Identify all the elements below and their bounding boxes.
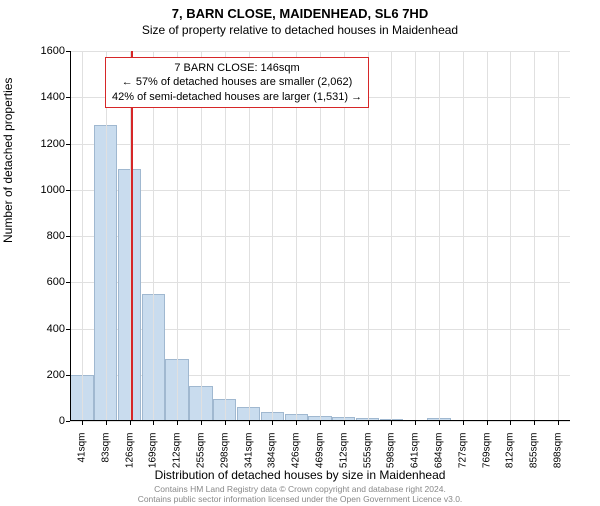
ytick-label: 800	[25, 230, 65, 242]
grid-line-vertical	[510, 51, 511, 421]
footer-text: Contains HM Land Registry data © Crown c…	[0, 484, 600, 504]
xtick-mark	[415, 421, 416, 425]
ytick-mark	[66, 97, 70, 98]
xtick-label: 41sqm	[76, 433, 87, 483]
xtick-label: 555sqm	[362, 433, 373, 483]
xtick-label: 898sqm	[553, 433, 564, 483]
ytick-label: 1000	[25, 184, 65, 196]
ytick-label: 200	[25, 369, 65, 381]
xtick-label: 769sqm	[481, 433, 492, 483]
grid-line-vertical	[439, 51, 440, 421]
xtick-mark	[391, 421, 392, 425]
annotation-box: 7 BARN CLOSE: 146sqm ← 57% of detached h…	[105, 57, 369, 108]
xtick-mark	[106, 421, 107, 425]
xtick-mark	[487, 421, 488, 425]
xtick-label: 469sqm	[315, 433, 326, 483]
grid-line-vertical	[391, 51, 392, 421]
footer-line1: Contains HM Land Registry data © Crown c…	[0, 484, 600, 494]
ytick-mark	[66, 421, 70, 422]
ytick-mark	[66, 51, 70, 52]
ytick-mark	[66, 190, 70, 191]
annotation-line2: ← 57% of detached houses are smaller (2,…	[112, 75, 362, 89]
ytick-mark	[66, 282, 70, 283]
xtick-label: 684sqm	[434, 433, 445, 483]
xtick-label: 83sqm	[100, 433, 111, 483]
y-axis-label: Number of detached properties	[1, 78, 15, 243]
grid-line-vertical	[415, 51, 416, 421]
xtick-label: 641sqm	[410, 433, 421, 483]
xtick-mark	[82, 421, 83, 425]
xtick-mark	[130, 421, 131, 425]
xtick-mark	[296, 421, 297, 425]
ytick-label: 600	[25, 276, 65, 288]
xtick-mark	[344, 421, 345, 425]
xtick-mark	[177, 421, 178, 425]
xtick-mark	[439, 421, 440, 425]
xtick-label: 812sqm	[505, 433, 516, 483]
xtick-label: 598sqm	[386, 433, 397, 483]
grid-line-vertical	[82, 51, 83, 421]
xtick-label: 255sqm	[195, 433, 206, 483]
xtick-label: 169sqm	[148, 433, 159, 483]
xtick-mark	[463, 421, 464, 425]
page-subtitle: Size of property relative to detached ho…	[0, 23, 600, 37]
ytick-mark	[66, 236, 70, 237]
xtick-label: 298sqm	[219, 433, 230, 483]
ytick-mark	[66, 329, 70, 330]
xtick-label: 426sqm	[291, 433, 302, 483]
xtick-label: 512sqm	[338, 433, 349, 483]
xtick-mark	[249, 421, 250, 425]
ytick-mark	[66, 375, 70, 376]
xtick-mark	[201, 421, 202, 425]
grid-line-vertical	[487, 51, 488, 421]
xtick-mark	[534, 421, 535, 425]
grid-line-vertical	[558, 51, 559, 421]
xtick-mark	[368, 421, 369, 425]
xtick-mark	[272, 421, 273, 425]
ytick-label: 400	[25, 323, 65, 335]
xtick-label: 126sqm	[124, 433, 135, 483]
xtick-label: 727sqm	[457, 433, 468, 483]
annotation-line1: 7 BARN CLOSE: 146sqm	[112, 61, 362, 75]
ytick-mark	[66, 144, 70, 145]
xtick-mark	[225, 421, 226, 425]
xtick-mark	[320, 421, 321, 425]
xtick-mark	[558, 421, 559, 425]
annotation-line3: 42% of semi-detached houses are larger (…	[112, 90, 362, 104]
xtick-label: 855sqm	[529, 433, 540, 483]
ytick-label: 1600	[25, 45, 65, 57]
xtick-label: 212sqm	[172, 433, 183, 483]
grid-line-vertical	[463, 51, 464, 421]
ytick-label: 0	[25, 415, 65, 427]
y-axis-line	[70, 51, 71, 421]
xtick-mark	[153, 421, 154, 425]
grid-line-vertical	[534, 51, 535, 421]
xtick-label: 341sqm	[243, 433, 254, 483]
ytick-label: 1400	[25, 91, 65, 103]
ytick-label: 1200	[25, 138, 65, 150]
footer-line2: Contains public sector information licen…	[0, 494, 600, 504]
xtick-label: 384sqm	[267, 433, 278, 483]
page-title: 7, BARN CLOSE, MAIDENHEAD, SL6 7HD	[0, 6, 600, 21]
chart-container: 7, BARN CLOSE, MAIDENHEAD, SL6 7HD Size …	[0, 6, 600, 506]
xtick-mark	[510, 421, 511, 425]
